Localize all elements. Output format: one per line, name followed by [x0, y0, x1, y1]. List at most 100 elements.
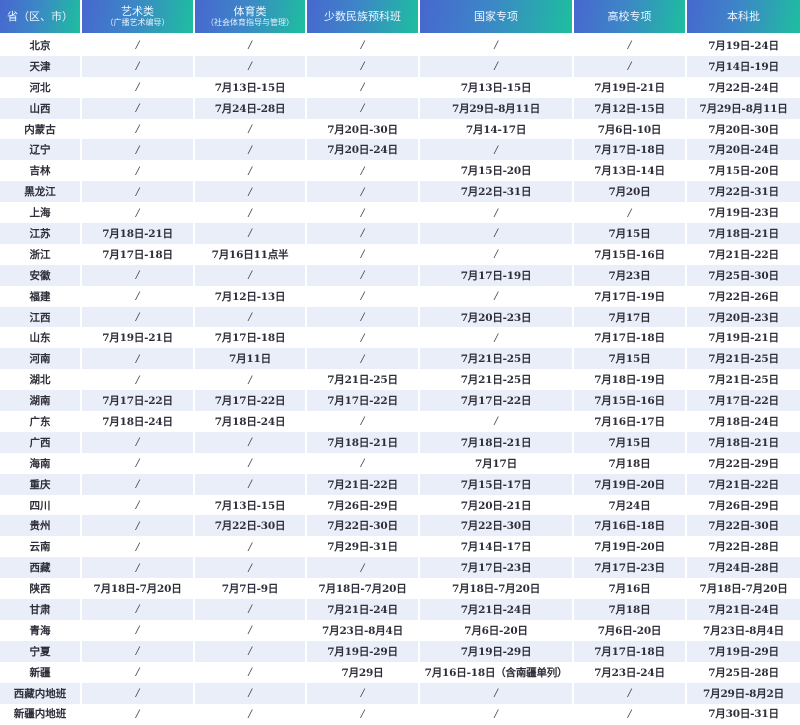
cell-minority-prep: 7月17日-22日: [307, 390, 418, 412]
cell-minority-prep: /: [360, 248, 365, 261]
cell-minority-prep: /: [360, 164, 365, 177]
cell-undergraduate: 7月20日-24日: [687, 139, 800, 161]
cell-university-special: 7月17日-23日: [574, 557, 685, 579]
header-label: 高校专项: [607, 10, 652, 23]
table-row: 贵州/7月22日-30日 7月22日-30日 7月22日-30日 7月16日-18日 7…: [0, 515, 800, 537]
cell-art: /: [82, 473, 193, 495]
cell-sports: 7月22日-30日: [195, 515, 305, 537]
cell-university-special: 7月15日: [574, 348, 685, 370]
cell-university-special: /: [574, 55, 685, 77]
cell-sports: 7月16日11点半: [211, 248, 289, 261]
cell-national-special: 7月15日-20日: [460, 165, 532, 178]
cell-sports: 7月12日-13日: [214, 290, 286, 303]
cell-province: 黑龙江: [0, 181, 80, 203]
cell-national-special: /: [420, 682, 572, 704]
table-row: 黑龙江 / //7月22日-31日 7月20日 7月22日-31日: [0, 181, 800, 203]
table-row: 青海 / / 7月23日-8月4日 7月6日-20日 7月6日-20日 7月23日-8月4日: [0, 620, 800, 641]
cell-sports: /: [248, 206, 252, 219]
header-label: 国家专项: [474, 10, 518, 23]
cell-undergraduate: 7月22日-31日: [687, 181, 800, 203]
cell-sports: /: [195, 682, 305, 704]
table-row: 天津 / / / //7月14日-19日: [0, 55, 800, 77]
cell-art: /: [135, 457, 140, 470]
cell-province: 上海: [29, 207, 51, 220]
cell-national-special: 7月18日-21日: [420, 431, 572, 453]
cell-art: /: [135, 666, 140, 679]
header-sports: 体育类 （社会体育指导与管理）: [195, 0, 305, 33]
cell-undergraduate: 7月21日-22日: [687, 473, 800, 495]
cell-sports: 7月13日-15日: [214, 81, 286, 94]
cell-undergraduate: 7月18日-24日: [708, 415, 779, 428]
cell-national-special: 7月21日-25日: [420, 348, 572, 370]
cell-art: /: [82, 557, 193, 579]
cell-minority-prep: 7月23日-8月4日: [322, 624, 403, 637]
cell-minority-prep: /: [307, 181, 418, 203]
cell-sports: /: [195, 431, 305, 453]
cell-undergraduate: 7月30日-31日: [708, 708, 779, 721]
cell-province: 江西: [0, 306, 80, 328]
cell-art: 7月17日-22日: [82, 390, 193, 412]
cell-national-special: 7月20日-21日: [460, 499, 532, 512]
cell-province: 浙江: [29, 248, 51, 261]
cell-undergraduate: 7月19日-29日: [687, 640, 800, 662]
cell-art: /: [82, 682, 193, 704]
cell-university-special: 7月15日: [574, 223, 685, 244]
cell-university-special: /: [627, 39, 632, 52]
cell-university-special: 7月16日-17日: [594, 415, 665, 428]
cell-university-special: 7月18日: [608, 457, 651, 470]
cell-national-special: 7月17日-23日: [420, 557, 572, 579]
cell-undergraduate: 7月19日-23日: [708, 207, 779, 220]
cell-sports: /: [195, 181, 305, 203]
cell-sports: /: [248, 39, 252, 52]
cell-sports: 7月24日-28日: [195, 97, 305, 119]
cell-art: /: [82, 306, 193, 328]
cell-undergraduate: 7月22日-24日: [708, 81, 779, 94]
cell-undergraduate: 7月29日-8月2日: [687, 682, 800, 704]
cell-minority-prep: /: [307, 264, 418, 286]
cell-university-special: 7月15日: [574, 431, 685, 453]
cell-province: 北京: [29, 39, 51, 52]
cell-sports: /: [195, 599, 305, 620]
cell-minority-prep: /: [360, 81, 365, 94]
table-row: 新疆 / / 7月29日 7月16日-18日（含南疆单列） 7月23日-24日 7月25日-…: [0, 662, 800, 683]
cell-art: /: [135, 123, 140, 135]
cell-national-special: /: [494, 248, 498, 261]
cell-art: /: [82, 181, 193, 203]
cell-university-special: 7月18日: [574, 599, 685, 620]
cell-sports: /: [248, 373, 252, 386]
cell-undergraduate: 7月20日-30日: [708, 123, 779, 136]
cell-province: 甘肃: [0, 599, 80, 620]
cell-undergraduate: 7月21日-24日: [687, 599, 800, 620]
cell-minority-prep: /: [360, 457, 365, 470]
cell-national-special: /: [494, 331, 498, 344]
cell-art: /: [82, 97, 193, 119]
cell-art: /: [135, 373, 140, 386]
cell-undergraduate: 7月19日-21日: [708, 332, 779, 345]
table-row: 海南 / / / 7月17日 7月18日 7月22日-29日: [0, 453, 800, 474]
cell-province: 新疆内地班: [13, 708, 67, 721]
cell-national-special: 7月14日-17日: [460, 541, 532, 554]
table-row: 山东 7月19日-21日 7月17日-18日 / / 7月17日-18日 7月19日-21日: [0, 327, 800, 348]
cell-province: 西藏: [0, 557, 80, 579]
table-row: 新疆内地班 / / / / / 7月30日-31日: [0, 704, 800, 725]
cell-undergraduate: 7月21日-22日: [708, 248, 779, 261]
cell-province: 广东: [29, 415, 51, 428]
cell-university-special: 7月17日-18日: [574, 640, 685, 662]
cell-university-special: 7月6日-20日: [597, 624, 662, 637]
cell-province: 安徽: [0, 264, 80, 286]
cell-art: /: [82, 599, 193, 620]
cell-art: /: [135, 499, 140, 512]
cell-art: 7月18日-24日: [102, 415, 173, 428]
cell-art: /: [82, 55, 193, 77]
cell-undergraduate: 7月22日-29日: [708, 457, 779, 470]
cell-sports: 7月7日-9日: [221, 583, 279, 596]
cell-province: 重庆: [0, 473, 80, 495]
cell-university-special: 7月15日-16日: [574, 390, 685, 412]
cell-province: 四川: [29, 499, 51, 512]
cell-university-special: 7月18日-19日: [594, 374, 665, 387]
cell-art: 7月18日-21日: [82, 223, 193, 244]
cell-sports: /: [248, 540, 252, 553]
cell-minority-prep: 7月21日-25日: [327, 374, 398, 387]
cell-province: 海南: [29, 457, 51, 470]
